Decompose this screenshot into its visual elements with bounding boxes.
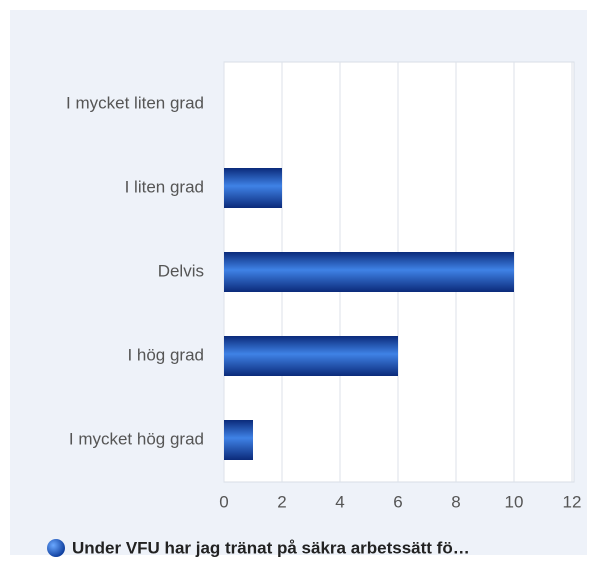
x-tick-label: 8 — [451, 492, 460, 511]
x-tick-label: 10 — [505, 492, 524, 511]
x-tick-label: 4 — [335, 492, 344, 511]
bar — [224, 252, 514, 292]
legend-marker — [47, 539, 65, 557]
bar — [224, 336, 398, 376]
legend-label: Under VFU har jag tränat på säkra arbets… — [72, 538, 470, 557]
y-tick-label: I hög grad — [127, 345, 204, 364]
y-tick-label: I liten grad — [125, 177, 204, 196]
bar — [224, 420, 253, 460]
y-tick-label: I mycket hög grad — [69, 429, 204, 448]
x-tick-label: 6 — [393, 492, 402, 511]
bar — [224, 168, 282, 208]
x-tick-label: 2 — [277, 492, 286, 511]
y-tick-label: Delvis — [158, 261, 204, 280]
x-tick-label: 0 — [219, 492, 228, 511]
x-tick-label: 12 — [563, 492, 582, 511]
y-tick-label: I mycket liten grad — [66, 93, 204, 112]
